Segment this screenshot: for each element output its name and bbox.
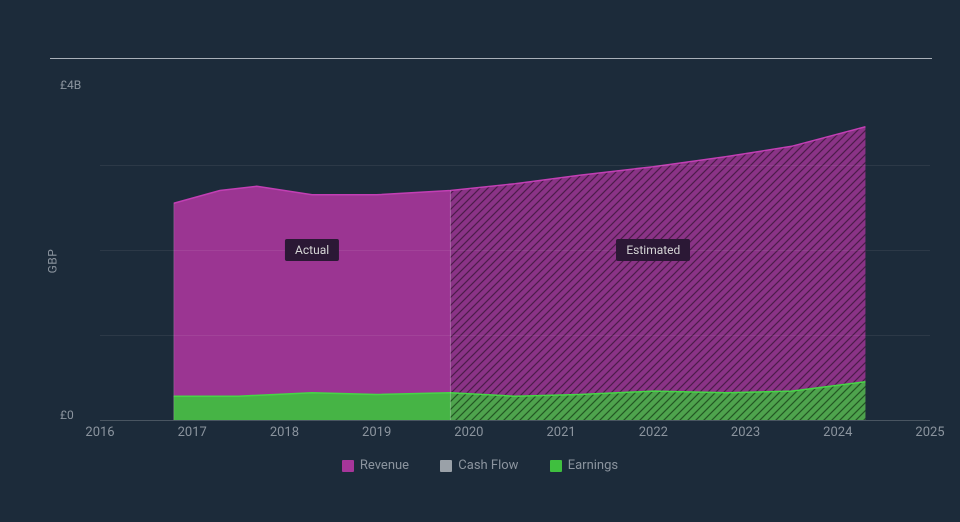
yaxis-tick-min: £0 bbox=[60, 408, 74, 422]
chart-container: £4B £0 GBP Actual Estimated 2016 2017 2018 2… bbox=[0, 0, 960, 522]
gridline bbox=[100, 165, 930, 166]
yaxis-tick-max: £4B bbox=[60, 78, 81, 92]
xaxis-tick: 2020 bbox=[454, 425, 483, 440]
xaxis-tick: 2025 bbox=[915, 425, 944, 440]
gridline bbox=[100, 335, 930, 336]
xaxis-tick: 2021 bbox=[546, 425, 575, 440]
x-axis-line bbox=[100, 420, 930, 421]
xaxis-tick: 2019 bbox=[362, 425, 391, 440]
header-rule bbox=[50, 58, 932, 59]
xaxis-tick: 2024 bbox=[823, 425, 852, 440]
yaxis-title: GBP bbox=[45, 249, 59, 274]
xaxis-tick: 2017 bbox=[178, 425, 207, 440]
xaxis-tick: 2022 bbox=[639, 425, 668, 440]
badge-actual: Actual bbox=[285, 239, 339, 261]
xaxis-tick: 2023 bbox=[731, 425, 760, 440]
area-revenue-actual bbox=[174, 186, 451, 420]
badge-estimated: Estimated bbox=[616, 239, 690, 261]
legend-item-revenue: Revenue bbox=[342, 458, 409, 473]
xaxis-tick: 2018 bbox=[270, 425, 299, 440]
xaxis-labels: 2016201720182019202020212022202320242025 bbox=[100, 425, 930, 445]
plot-area: Actual Estimated bbox=[100, 80, 930, 420]
gridline bbox=[100, 250, 930, 251]
area-revenue-estimated-hatch bbox=[450, 127, 865, 420]
legend: Revenue Cash Flow Earnings bbox=[0, 458, 960, 476]
legend-item-cashflow: Cash Flow bbox=[440, 458, 518, 473]
legend-item-earnings: Earnings bbox=[550, 458, 618, 473]
xaxis-tick: 2016 bbox=[85, 425, 114, 440]
